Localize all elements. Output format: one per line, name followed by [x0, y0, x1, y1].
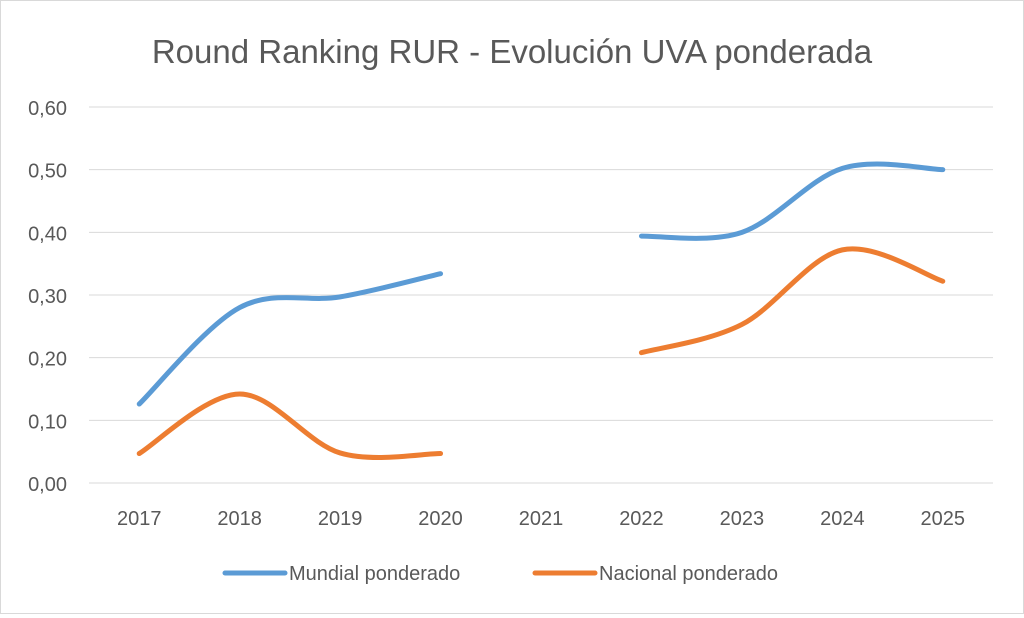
y-tick-label: 0,10: [28, 411, 67, 433]
x-tick-label: 2025: [921, 508, 966, 530]
x-tick-label: 2024: [820, 508, 865, 530]
y-tick-label: 0,00: [28, 474, 67, 496]
y-tick-label: 0,30: [28, 286, 67, 308]
y-tick-label: 0,40: [28, 223, 67, 245]
x-tick-label: 2023: [720, 508, 765, 530]
x-tick-label: 2018: [217, 508, 262, 530]
y-tick-label: 0,60: [28, 98, 67, 120]
legend: Mundial ponderado Nacional ponderado: [222, 563, 778, 585]
gridlines: [89, 106, 993, 484]
x-tick-label: 2020: [418, 508, 463, 530]
chart-title: Round Ranking RUR - Evolución UVA ponder…: [152, 33, 873, 70]
series-line-2-segment-1: [136, 391, 444, 460]
x-tick-label: 2019: [318, 508, 363, 530]
series-line-2-segment-2: [638, 246, 946, 356]
legend-label: Nacional ponderado: [599, 563, 778, 585]
y-tick-label: 0,50: [28, 161, 67, 183]
series-line-1-segment-2: [638, 161, 946, 241]
series-line-1-segment-1: [136, 271, 444, 407]
y-tick-label: 0,20: [28, 349, 67, 371]
x-axis-tick-labels: 2017 2018 2019 2020 2021 2022 2023 2024 2025: [117, 508, 965, 530]
x-tick-label: 2022: [619, 508, 664, 530]
x-tick-label: 2021: [519, 508, 564, 530]
y-axis-tick-labels: 0,00 0,10 0,20 0,30 0,40 0,50 0,60: [28, 98, 67, 496]
legend-label: Mundial ponderado: [289, 563, 460, 585]
x-tick-label: 2017: [117, 508, 162, 530]
series-lines: [136, 161, 946, 460]
